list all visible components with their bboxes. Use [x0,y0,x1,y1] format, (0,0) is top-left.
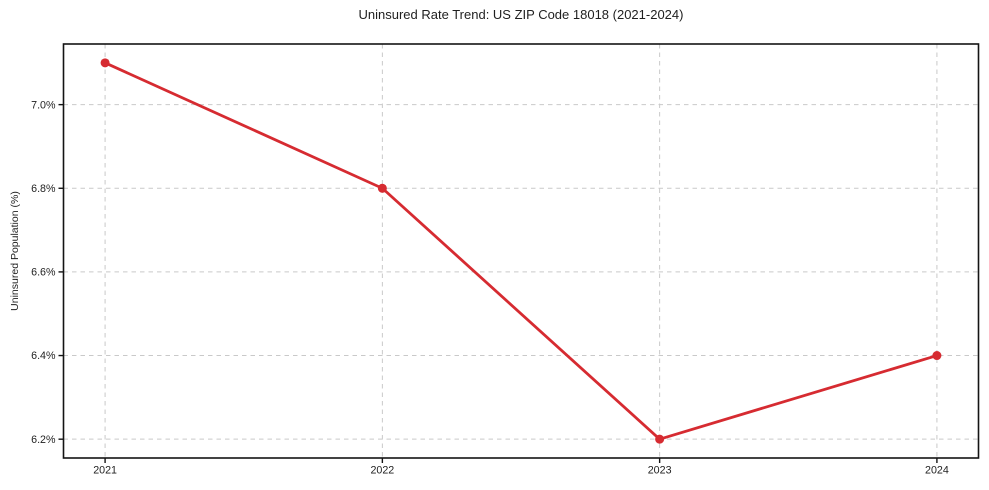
x-tick-label: 2022 [370,465,394,477]
chart-title: Uninsured Rate Trend: US ZIP Code 18018 … [358,7,684,22]
trend-line [103,61,939,441]
y-tick-label: 6.6% [31,267,56,279]
x-tick-label: 2024 [925,465,949,477]
x-tick-label: 2021 [93,465,117,477]
y-tick-label: 7.0% [31,99,56,111]
y-tick-label: 6.8% [31,183,56,195]
y-tick-label: 6.4% [31,350,56,362]
data-point-marker [932,351,942,361]
x-tick-label: 2023 [648,465,672,477]
data-point-marker [377,183,387,193]
y-tick-label: 6.2% [31,434,56,446]
plot-border [62,43,980,459]
data-point-marker [655,434,665,444]
data-point-marker [100,58,110,68]
